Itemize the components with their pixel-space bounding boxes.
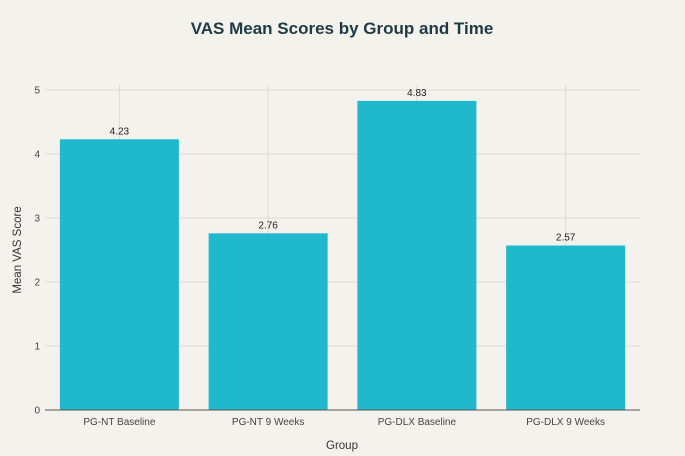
bar-pg-nt-baseline xyxy=(59,139,179,410)
y-tick-label: 3 xyxy=(34,214,40,225)
bar-value-label: 4.83 xyxy=(407,88,427,99)
bar-value-label: 2.57 xyxy=(556,233,576,244)
x-axis-title: Group xyxy=(326,440,358,452)
y-axis-ticks: 0 1 2 3 4 5 xyxy=(34,86,40,417)
y-tick-label: 5 xyxy=(34,86,40,97)
bars xyxy=(59,100,626,410)
y-tick-label: 0 xyxy=(34,406,40,417)
y-tick-label: 1 xyxy=(34,342,40,353)
x-tick-label: PG-NT Baseline xyxy=(83,417,156,428)
data-labels: 4.23 2.76 4.83 2.57 xyxy=(110,88,576,244)
x-tick-label: PG-DLX Baseline xyxy=(378,417,457,428)
y-tick-label: 4 xyxy=(34,150,40,161)
x-axis-ticks: PG-NT Baseline PG-NT 9 Weeks PG-DLX Baseli… xyxy=(83,417,605,428)
y-axis-title: Mean VAS Score xyxy=(12,206,24,293)
y-tick-label: 2 xyxy=(34,278,40,289)
x-tick-label: PG-DLX 9 Weeks xyxy=(526,417,605,428)
bar-value-label: 4.23 xyxy=(110,126,130,137)
bar-pg-dlx-baseline xyxy=(357,100,477,410)
bar-value-label: 2.76 xyxy=(258,220,278,231)
chart-title: VAS Mean Scores by Group and Time xyxy=(191,19,494,38)
x-tick-label: PG-NT 9 Weeks xyxy=(232,417,304,428)
bar-pg-nt-9-weeks xyxy=(208,233,328,410)
bar-pg-dlx-9-weeks xyxy=(506,245,626,410)
